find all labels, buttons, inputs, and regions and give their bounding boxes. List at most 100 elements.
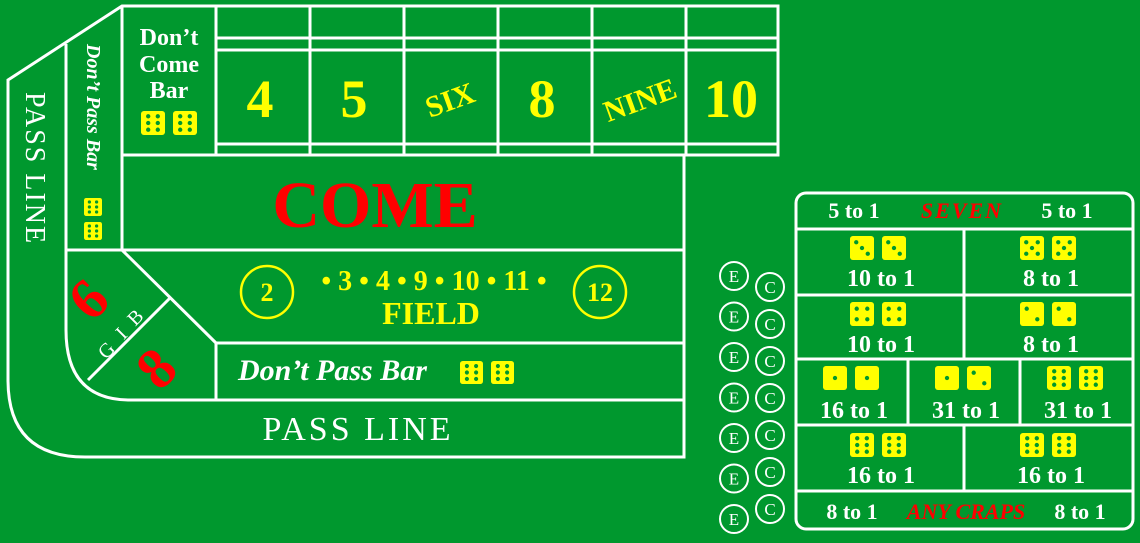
hard-four-bet[interactable]: 8 to 1 xyxy=(1020,302,1079,358)
c-bet-circle[interactable]: C xyxy=(755,383,785,413)
hard-eight-bet[interactable]: 10 to 1 xyxy=(847,302,915,358)
die-pip xyxy=(1093,375,1098,381)
die-pip xyxy=(887,442,892,448)
pass-line-side[interactable]: PASS LINE xyxy=(19,92,50,245)
dont-pass-bar-bottom[interactable]: Don’t Pass Bar xyxy=(237,354,514,387)
place-number-8-label: 8 xyxy=(529,69,556,129)
die-face xyxy=(850,302,874,326)
e-circle-outline xyxy=(719,382,749,413)
die-pip xyxy=(474,363,479,369)
pass-line-bottom[interactable]: PASS LINE xyxy=(262,411,453,448)
c-circle-label: C xyxy=(764,389,775,408)
yo-eleven-bet[interactable]: 31 to 1 xyxy=(1044,366,1112,424)
die-pip xyxy=(87,224,92,228)
e-bet-circle[interactable]: E xyxy=(719,301,749,332)
die-pip xyxy=(474,370,479,375)
die-pip xyxy=(1093,369,1098,374)
field-label: FIELD xyxy=(382,295,480,331)
any-craps-bet[interactable]: 8 to 1 ANY CRAPS 8 to 1 xyxy=(826,499,1105,524)
e-bet-circle[interactable]: E xyxy=(719,261,749,291)
die-pip xyxy=(1057,436,1062,441)
die-pip xyxy=(146,114,151,119)
e-bet-circle[interactable]: E xyxy=(719,382,749,413)
place-number-10[interactable]: 10 xyxy=(704,69,758,129)
die-pip xyxy=(854,306,859,311)
die-pip xyxy=(1066,449,1071,454)
die-pip xyxy=(464,363,469,369)
c-bet-circle[interactable]: C xyxy=(755,309,785,339)
hard-ten-bet[interactable]: 8 to 1 xyxy=(1020,236,1079,292)
yo-eleven-odds: 31 to 1 xyxy=(1044,398,1112,424)
die-pip xyxy=(87,234,92,238)
die-pip xyxy=(1024,306,1029,311)
field-numbers-label: • 3 • 4 • 9 • 10 • 11 • xyxy=(321,266,546,297)
c-bet-circle[interactable]: C xyxy=(755,494,785,524)
seven-label: SEVEN xyxy=(921,198,1003,223)
die-pip xyxy=(1067,240,1072,245)
die-pip xyxy=(1052,369,1057,374)
seven-bet[interactable]: 5 to 1 SEVEN 5 to 1 xyxy=(828,198,1092,223)
dont-pass-bar-side[interactable]: Don’t Pass Bar xyxy=(82,43,104,240)
e-circle-outline xyxy=(719,423,749,453)
proposition-grid-lines xyxy=(796,227,1133,493)
ace-deuce-bet[interactable]: 31 to 1 xyxy=(932,366,1000,424)
place-number-4[interactable]: 4 xyxy=(247,69,274,129)
e-circle-label: E xyxy=(729,429,739,448)
c-bet-circle[interactable]: C xyxy=(755,272,785,302)
place-number-5[interactable]: 5 xyxy=(341,69,368,129)
die-pip xyxy=(187,120,192,126)
die-pip xyxy=(1061,369,1066,374)
e-bet-circle[interactable]: E xyxy=(719,342,749,372)
die-pip xyxy=(1061,375,1066,381)
e-bet-circle[interactable]: E xyxy=(719,504,749,534)
aces-bet[interactable]: 16 to 1 xyxy=(820,366,888,424)
die-pip xyxy=(854,317,859,322)
die-face xyxy=(882,433,906,457)
place-number-8[interactable]: 8 xyxy=(529,69,556,129)
die-pip xyxy=(897,317,902,322)
die-pip xyxy=(187,127,192,132)
die-pip xyxy=(505,376,510,382)
come-area[interactable]: COME xyxy=(272,169,477,242)
field-twelve-circle xyxy=(572,264,628,320)
die-pip xyxy=(1084,369,1089,374)
c-circle-label: C xyxy=(764,426,775,445)
die-pip xyxy=(94,205,99,209)
die-pip xyxy=(891,245,897,251)
ace-deuce-odds: 31 to 1 xyxy=(932,398,1000,424)
die-pip xyxy=(859,245,865,251)
e-circle-outline xyxy=(719,301,749,332)
field-area[interactable]: 2 • 3 • 4 • 9 • 10 • 11 • 12 FIELD xyxy=(239,264,628,331)
dont-come-bar-dice-icon xyxy=(141,111,197,135)
die-pip xyxy=(87,210,92,214)
hard-six-bet[interactable]: 10 to 1 xyxy=(847,236,915,292)
field-twelve-label: 12 xyxy=(587,278,613,307)
boxcars-right-bet[interactable]: 16 to 1 xyxy=(1017,433,1085,489)
die-pip xyxy=(1034,442,1039,448)
e-bet-circle[interactable]: E xyxy=(719,423,749,453)
die-pip xyxy=(505,370,510,375)
e-circle-outline xyxy=(719,342,749,372)
die-pip xyxy=(896,436,901,441)
die-pip xyxy=(1035,240,1040,245)
die-pip xyxy=(971,370,976,375)
die-pip xyxy=(464,370,469,375)
c-bet-circle[interactable]: C xyxy=(755,420,785,450)
c-circle-outline xyxy=(755,309,785,339)
c-bet-circle[interactable]: C xyxy=(755,346,785,376)
die-pip xyxy=(1057,442,1062,448)
dont-come-bar[interactable]: Don’t Come Bar xyxy=(139,25,199,135)
dont-pass-bar-bottom-label: Don’t Pass Bar xyxy=(237,354,427,387)
die-face xyxy=(1052,302,1076,326)
die-face xyxy=(84,198,102,216)
boxcars-left-bet[interactable]: 16 to 1 xyxy=(847,433,915,489)
dont-pass-bar-side-dice-icon xyxy=(84,198,102,240)
e-bet-circle[interactable]: E xyxy=(719,463,749,494)
die-pip xyxy=(864,442,869,448)
c-bet-circle[interactable]: C xyxy=(755,457,785,487)
die-pip xyxy=(864,375,870,381)
die-pip xyxy=(1035,317,1040,322)
boxcars-left-dice-icon xyxy=(850,433,906,457)
